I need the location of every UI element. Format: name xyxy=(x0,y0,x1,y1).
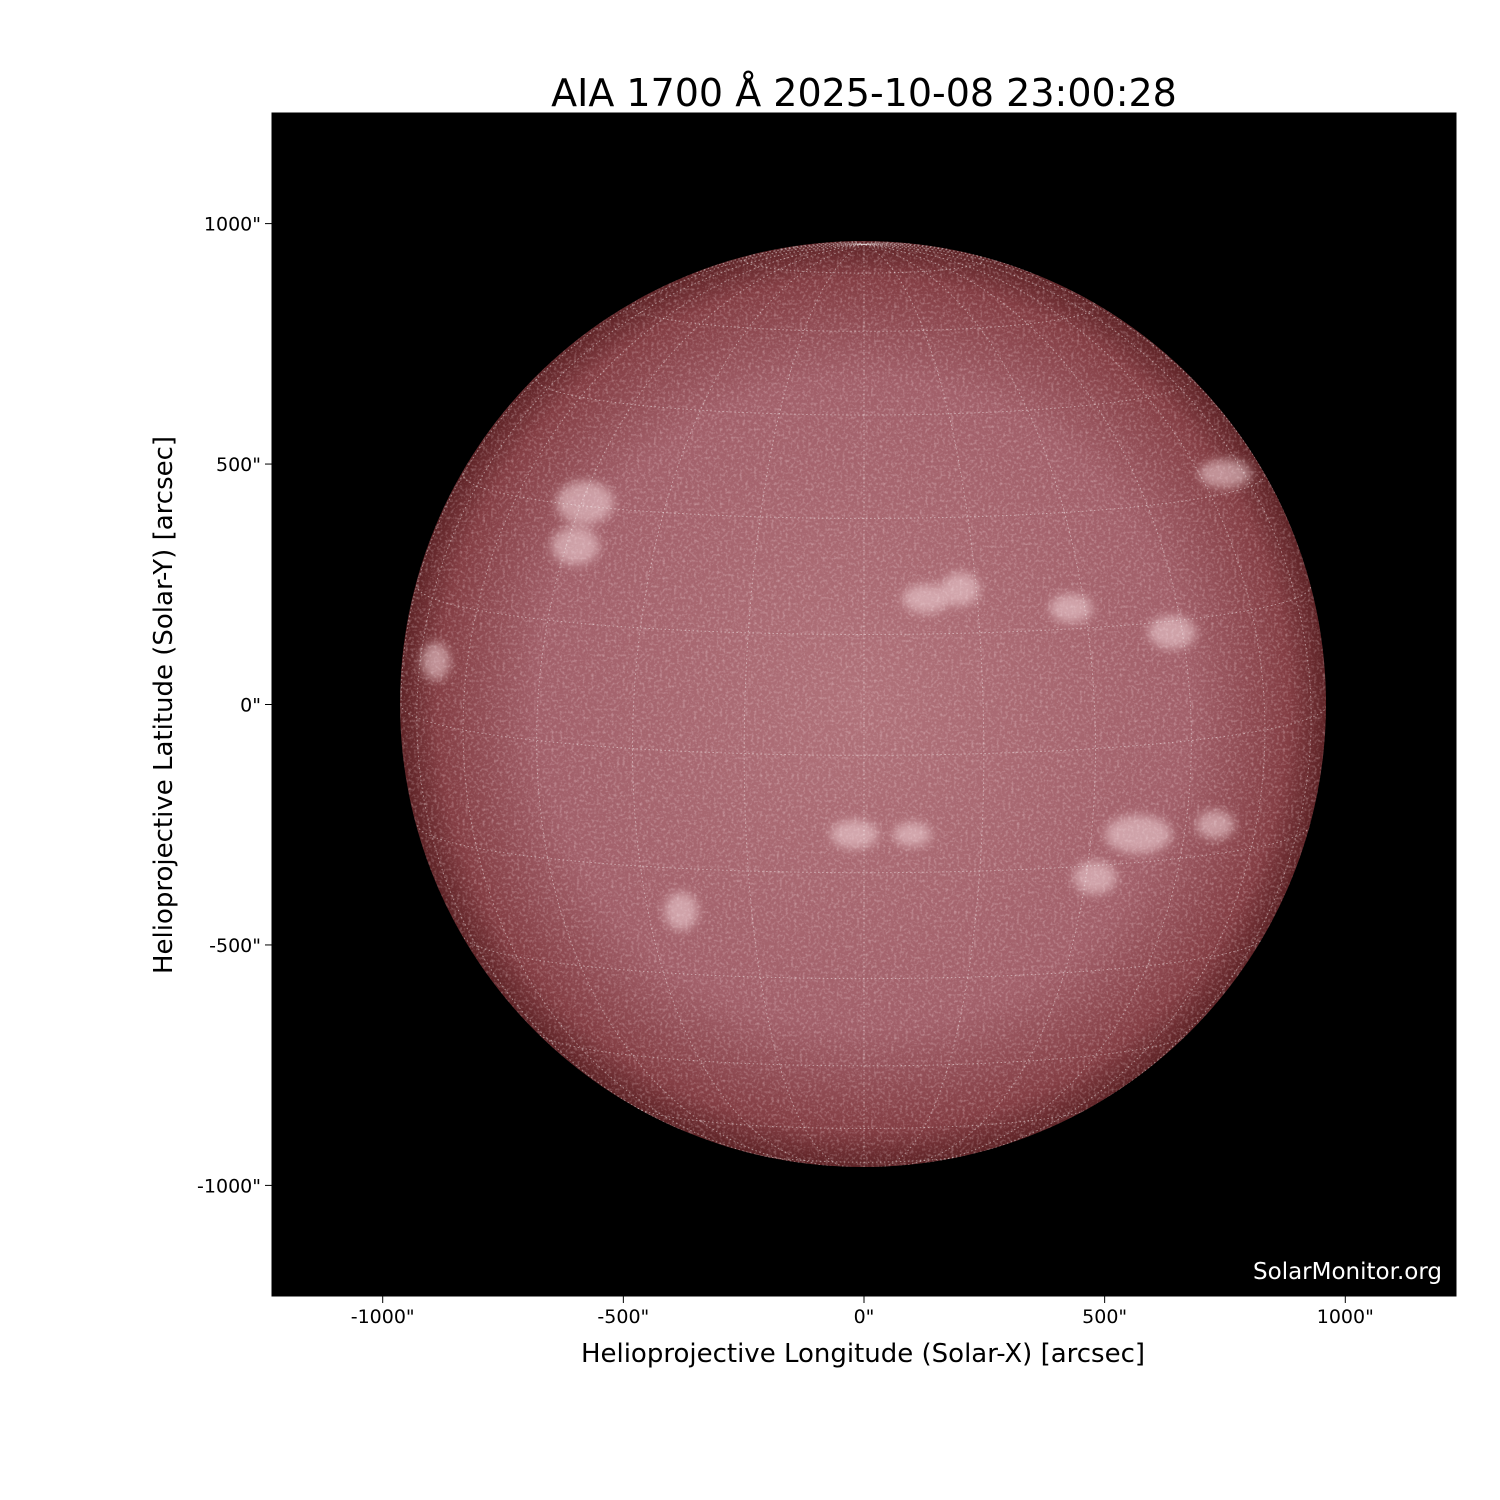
plage-region xyxy=(1073,860,1117,895)
heliographic-grid xyxy=(400,241,1326,1167)
longitude-line xyxy=(863,243,1097,1167)
plage-region xyxy=(1198,459,1252,489)
latitude-line xyxy=(416,585,1312,636)
plot-area: SolarMonitor.org xyxy=(272,113,1456,1296)
latitude-line xyxy=(416,825,1312,874)
y-tick-label: -1000" xyxy=(197,1175,261,1197)
x-tick-label: 1000" xyxy=(1317,1306,1374,1328)
longitude-line xyxy=(863,243,1192,1165)
y-tick-label: -500" xyxy=(209,935,261,957)
plage-region xyxy=(421,642,451,681)
plage-region xyxy=(664,892,698,931)
x-axis: -1000" -500" 0" 500" 1000" xyxy=(351,1296,1374,1328)
active-regions xyxy=(421,459,1252,931)
longitude-line xyxy=(416,243,865,1131)
latitude-line xyxy=(400,704,1326,756)
plage-region xyxy=(941,572,980,606)
longitude-line xyxy=(863,243,1312,1131)
x-tick-label: -1000" xyxy=(351,1306,415,1328)
latitude-line xyxy=(637,1107,1091,1130)
y-axis: 1000" 500" 0" -500" -1000" xyxy=(197,214,272,1197)
longitude-line xyxy=(536,243,865,1165)
plage-region xyxy=(1104,815,1172,854)
x-tick-label: 0" xyxy=(854,1306,875,1328)
longitude-line xyxy=(696,243,865,274)
y-tick-label: 0" xyxy=(240,695,261,717)
x-tick-label: 500" xyxy=(1082,1306,1127,1328)
plage-region xyxy=(902,584,951,614)
x-tick-label: -500" xyxy=(597,1306,649,1328)
plage-region xyxy=(1148,615,1197,650)
longitude-line xyxy=(863,241,889,245)
latitude-line xyxy=(536,374,1192,416)
latitude-line xyxy=(631,301,1097,332)
longitude-line xyxy=(839,241,865,245)
plage-region xyxy=(892,822,932,847)
chart-title: AIA 1700 Å 2025-10-08 23:00:28 xyxy=(551,71,1177,115)
latitude-line xyxy=(462,472,1266,519)
granulation-texture xyxy=(400,241,1326,1167)
plage-region xyxy=(1049,593,1093,623)
y-tick-label: 500" xyxy=(216,454,261,476)
y-tick-label: 1000" xyxy=(204,214,261,236)
longitude-line xyxy=(400,243,865,705)
latitude-line xyxy=(743,254,985,274)
x-axis-label: Helioprojective Longitude (Solar-X) [arc… xyxy=(581,1339,1145,1369)
plage-region xyxy=(1196,810,1235,840)
latitude-line xyxy=(463,937,1265,980)
longitude-line xyxy=(631,243,865,1167)
watermark: SolarMonitor.org xyxy=(1253,1259,1442,1285)
plage-region xyxy=(556,480,614,525)
y-axis-label: Helioprojective Latitude (Solar-Y) [arcs… xyxy=(149,436,179,974)
plage-region xyxy=(551,526,600,566)
latitude-line xyxy=(756,1154,972,1163)
plage-region xyxy=(830,819,879,849)
longitude-line xyxy=(863,243,1032,274)
